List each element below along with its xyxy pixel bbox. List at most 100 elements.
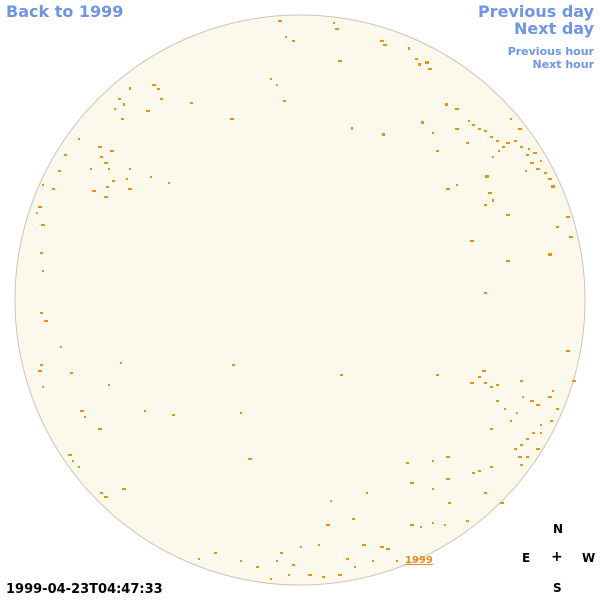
feature-spot xyxy=(351,127,353,130)
feature-spot xyxy=(425,61,429,64)
feature-spot xyxy=(478,128,481,130)
next-day-link[interactable]: Next day xyxy=(514,19,594,38)
feature-spot xyxy=(68,454,72,456)
feature-spot xyxy=(144,410,146,412)
feature-spot xyxy=(41,224,45,226)
feature-spot xyxy=(78,138,80,140)
feature-spot xyxy=(540,432,542,434)
feature-spot xyxy=(536,404,540,406)
feature-spot xyxy=(118,98,121,100)
feature-spot xyxy=(248,458,252,460)
feature-spot xyxy=(492,199,494,202)
feature-spot xyxy=(466,520,469,522)
feature-spot xyxy=(78,466,80,468)
feature-spot xyxy=(333,22,335,24)
feature-spot xyxy=(198,558,200,560)
feature-spot xyxy=(436,150,439,152)
feature-spot xyxy=(518,128,522,130)
feature-spot xyxy=(420,526,422,528)
feature-spot xyxy=(526,456,529,458)
feature-spot xyxy=(520,464,523,466)
feature-spot xyxy=(380,546,384,548)
feature-spot xyxy=(292,40,295,42)
feature-spot xyxy=(123,103,125,106)
feature-spot xyxy=(468,120,470,122)
feature-spot xyxy=(338,60,342,62)
feature-spot xyxy=(60,346,62,348)
feature-spot xyxy=(270,578,272,580)
feature-spot xyxy=(522,396,524,398)
feature-spot xyxy=(38,206,42,208)
feature-spot xyxy=(421,121,424,124)
feature-spot xyxy=(396,560,398,562)
feature-spot xyxy=(520,146,523,148)
feature-spot xyxy=(490,428,493,430)
feature-spot xyxy=(514,140,517,142)
feature-spot xyxy=(146,110,150,112)
feature-spot xyxy=(100,492,103,494)
feature-spot xyxy=(478,470,481,472)
feature-spot xyxy=(122,488,126,490)
feature-spot xyxy=(386,548,390,550)
feature-spot xyxy=(232,364,235,366)
feature-spot xyxy=(518,456,522,458)
feature-spot xyxy=(490,466,493,468)
feature-spot xyxy=(104,196,108,198)
feature-spot xyxy=(110,150,114,152)
feature-spot xyxy=(548,396,552,398)
feature-spot xyxy=(485,175,489,178)
feature-spot xyxy=(540,160,542,162)
feature-spot xyxy=(506,214,510,216)
compass-west: W xyxy=(582,551,596,565)
feature-spot xyxy=(490,136,493,138)
feature-spot xyxy=(516,412,518,414)
feature-spot xyxy=(42,386,44,388)
feature-spot xyxy=(536,448,540,450)
feature-spot xyxy=(285,36,287,38)
feature-spot xyxy=(506,260,510,262)
feature-spot xyxy=(104,496,108,498)
feature-spot xyxy=(352,518,355,520)
feature-spot xyxy=(482,370,486,372)
feature-spot xyxy=(276,84,278,86)
feature-spot xyxy=(488,192,492,194)
feature-spot xyxy=(520,380,523,382)
feature-spot xyxy=(318,544,320,546)
feature-spot xyxy=(98,146,102,148)
feature-spot xyxy=(525,170,527,172)
previous-hour-link[interactable]: Previous hour xyxy=(507,45,594,58)
feature-spot xyxy=(104,162,108,164)
feature-spot xyxy=(446,456,450,458)
feature-spot xyxy=(172,414,175,416)
feature-spot xyxy=(506,142,510,144)
feature-spot xyxy=(445,103,448,106)
feature-spot xyxy=(160,98,163,100)
feature-spot xyxy=(92,190,96,192)
feature-spot xyxy=(455,128,459,130)
feature-spot xyxy=(108,168,110,170)
feature-spot xyxy=(40,364,43,366)
feature-spot xyxy=(504,408,506,410)
feature-spot xyxy=(566,216,570,218)
feature-spot xyxy=(415,58,418,60)
feature-spot xyxy=(490,386,493,388)
feature-spot xyxy=(410,524,414,526)
feature-spot xyxy=(128,188,132,190)
back-to-year-link[interactable]: Back to 1999 xyxy=(6,2,124,21)
feature-spot xyxy=(44,320,48,322)
feature-spot xyxy=(496,400,499,402)
year-link[interactable]: 1999 xyxy=(405,555,433,566)
compass-center: + xyxy=(551,549,563,565)
feature-spot xyxy=(569,236,573,238)
feature-spot xyxy=(484,130,487,132)
feature-spot xyxy=(340,374,343,376)
feature-spot xyxy=(492,156,494,158)
feature-spot xyxy=(533,152,537,154)
feature-spot xyxy=(526,154,529,156)
feature-spot xyxy=(36,212,38,214)
feature-spot xyxy=(484,292,487,294)
next-hour-link[interactable]: Next hour xyxy=(532,58,595,71)
feature-spot xyxy=(502,146,505,148)
feature-spot xyxy=(448,502,451,504)
previous-day-link[interactable]: Previous day xyxy=(477,2,594,21)
